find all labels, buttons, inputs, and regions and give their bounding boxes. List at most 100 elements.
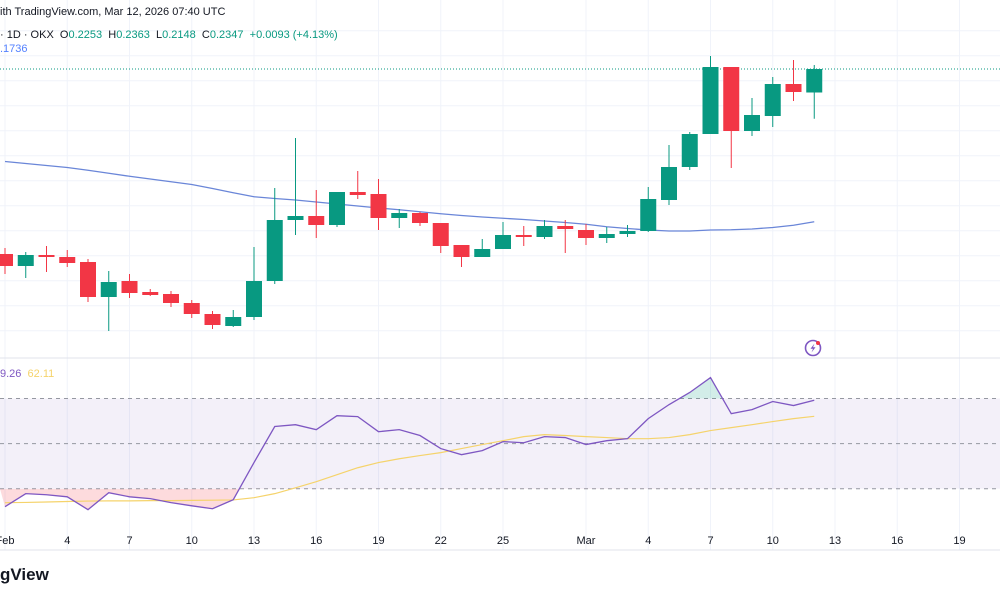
open-label: O	[59, 29, 69, 41]
candle	[17, 252, 34, 278]
candle-body	[640, 199, 657, 231]
candle-body	[474, 249, 491, 257]
open-value: 0.2253	[68, 29, 103, 41]
x-tick-label: 19	[953, 535, 965, 547]
candle-body	[183, 303, 200, 314]
rsi-ma-line	[4, 415, 815, 504]
x-tick-label: 16	[310, 535, 322, 547]
candle	[661, 145, 677, 205]
candle	[681, 132, 698, 170]
candle-body	[142, 292, 159, 295]
candle-body	[59, 257, 76, 263]
candle	[640, 187, 657, 232]
close-value: 0.2347	[209, 29, 244, 41]
date-axis: Feb 4 7 10 13 16 19 22 25 Mar 4 7 10 13 16 19	[0, 535, 966, 547]
candle-body	[80, 262, 96, 297]
low-label: L	[156, 29, 163, 41]
candle-body	[266, 220, 283, 281]
tradingview-logo-text: gView	[0, 565, 49, 584]
candle	[0, 248, 13, 274]
candle-body	[370, 194, 387, 218]
candle-body	[308, 216, 325, 225]
candle-body	[661, 167, 677, 200]
x-tick-label: 7	[126, 535, 132, 547]
candle-body	[225, 317, 242, 326]
candle-body	[557, 226, 574, 229]
published-info: ith TradingView.com, Mar 12, 2026 07:40 …	[0, 6, 226, 18]
candle	[412, 212, 428, 226]
candle	[370, 179, 387, 230]
candle	[536, 220, 553, 239]
candle-body	[785, 84, 802, 92]
x-tick-label: 4	[64, 535, 70, 547]
candle-body	[17, 255, 34, 266]
candle	[619, 225, 636, 237]
candle-body	[349, 192, 366, 195]
candle	[349, 171, 366, 199]
candle-body	[432, 223, 449, 246]
x-tick-label: 10	[186, 535, 198, 547]
candle-body	[598, 234, 615, 238]
candle	[453, 245, 470, 267]
candle-body	[204, 314, 221, 325]
candle	[515, 226, 532, 246]
moving-average-line	[4, 160, 815, 232]
candle-body	[121, 281, 138, 293]
low-value: 0.2148	[162, 29, 196, 41]
grid	[0, 0, 1000, 551]
x-tick-label: Mar	[577, 535, 596, 547]
candle	[744, 98, 760, 136]
candle	[142, 289, 159, 296]
x-tick-label: 16	[891, 535, 903, 547]
lightning-circle-icon[interactable]	[804, 339, 822, 357]
candle	[806, 65, 823, 119]
candle	[764, 77, 781, 127]
candle	[80, 259, 96, 302]
change-value: +0.0093 (+4.13%)	[249, 29, 338, 41]
x-tick-label: 4	[645, 535, 651, 547]
price-pane	[0, 56, 1000, 331]
candle-body	[702, 67, 719, 134]
x-tick-label: 10	[767, 535, 779, 547]
candle-body	[723, 67, 740, 131]
rsi-value: 9.26	[0, 368, 22, 380]
candle	[266, 188, 283, 284]
candle-body	[453, 245, 470, 257]
high-label: H	[108, 29, 117, 41]
candle	[391, 209, 408, 228]
candle-body	[764, 84, 781, 116]
candle	[785, 60, 802, 101]
candle	[495, 222, 511, 249]
ma-value: .1736	[0, 43, 28, 55]
candle-body	[806, 69, 823, 93]
candle	[121, 274, 138, 298]
candle-body	[287, 216, 304, 220]
candle	[183, 300, 200, 318]
x-tick-label: 25	[497, 535, 509, 547]
candle-body	[681, 134, 698, 167]
candle-body	[391, 213, 408, 218]
candle	[59, 250, 76, 267]
symbol-interval-exchange: · 1D · OKX	[0, 29, 54, 41]
candle-body	[246, 281, 262, 317]
x-tick-label: 22	[435, 535, 447, 547]
candle	[163, 291, 179, 307]
candle	[225, 310, 242, 327]
candle-body	[329, 192, 345, 225]
candle-body	[38, 255, 55, 257]
candle-body	[412, 213, 428, 223]
rsi-oversold-fill	[0, 488, 815, 510]
candle	[723, 67, 740, 168]
candle-body	[744, 115, 760, 131]
x-tick-label: 13	[248, 535, 260, 547]
candle	[598, 227, 615, 243]
candle-body	[515, 235, 532, 237]
candle-body	[536, 226, 553, 237]
candle	[474, 239, 491, 257]
candle	[329, 192, 345, 227]
rsi-legend: 9.26 62.11	[0, 368, 54, 380]
candle	[432, 223, 449, 253]
rsi-pane	[0, 376, 1000, 511]
close-label: C	[201, 29, 210, 41]
